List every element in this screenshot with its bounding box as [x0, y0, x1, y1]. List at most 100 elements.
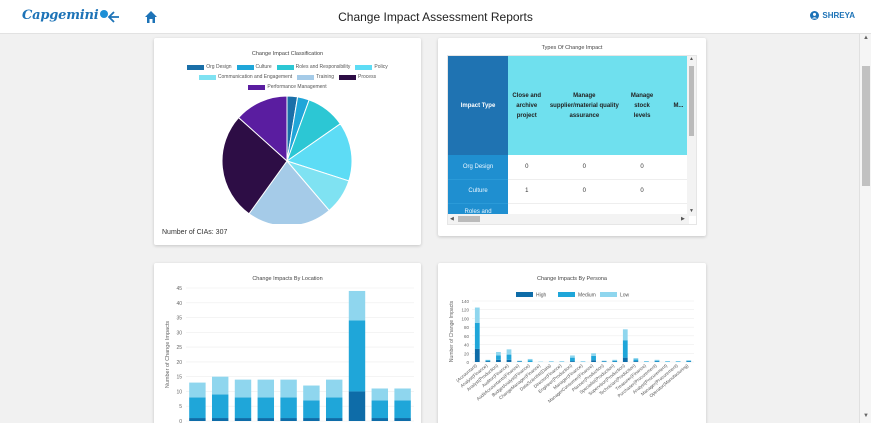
pie-legend-item[interactable]: Culture	[236, 64, 272, 70]
user-menu[interactable]: SHREYA	[810, 11, 855, 20]
pie-legend-item[interactable]: Roles and Responsibility	[276, 64, 351, 70]
bar-segment-medium[interactable]	[506, 354, 512, 360]
bar-segment-medium[interactable]	[591, 355, 596, 361]
pie-slice[interactable]	[285, 123, 353, 182]
bar-segment-high[interactable]	[371, 418, 389, 421]
bar-segment-high[interactable]	[394, 418, 411, 421]
bar-segment-medium[interactable]	[280, 397, 297, 419]
bar-segment-medium[interactable]	[570, 357, 575, 362]
page-scroll-thumb[interactable]	[862, 66, 870, 186]
table-vertical-scrollbar[interactable]: ▲ ▼	[687, 56, 696, 216]
pie-slice[interactable]	[248, 160, 330, 224]
bar-segment-high[interactable]	[485, 361, 491, 362]
pie-legend-item[interactable]: Org Design	[187, 64, 232, 70]
bar-segment-low[interactable]	[280, 379, 297, 398]
bar-segment-low[interactable]	[633, 358, 639, 360]
bar-segment-low[interactable]	[234, 379, 252, 398]
bar-segment-low[interactable]	[474, 307, 480, 323]
bar-segment-low[interactable]	[257, 379, 275, 398]
bar-segment-medium[interactable]	[189, 397, 206, 419]
legend-label: Culture	[255, 64, 272, 70]
table-horizontal-scroll-thumb[interactable]	[458, 216, 480, 222]
legend-label[interactable]: Low	[620, 293, 630, 299]
pie-legend-item[interactable]: Training	[297, 74, 334, 80]
bar-segment-medium[interactable]	[612, 360, 618, 362]
bar-segment-low[interactable]	[371, 388, 389, 401]
classification-pie-chart[interactable]	[154, 94, 421, 224]
bar-segment-low[interactable]	[211, 376, 229, 395]
scroll-right-icon[interactable]: ▶	[681, 216, 685, 222]
legend-label[interactable]: Medium	[578, 293, 596, 299]
bar-segment-medium[interactable]	[303, 400, 320, 419]
bar-segment-low[interactable]	[612, 359, 618, 361]
bar-segment-high[interactable]	[303, 418, 320, 421]
bar-segment-medium[interactable]	[485, 360, 491, 362]
legend-swatch	[198, 74, 216, 80]
scroll-up-icon[interactable]: ▲	[689, 56, 694, 62]
bar-segment-medium[interactable]	[257, 397, 275, 419]
bar-segment-high[interactable]	[280, 418, 297, 421]
bar-segment-low[interactable]	[591, 353, 596, 356]
bar-segment-low[interactable]	[394, 388, 411, 401]
pie-legend-item[interactable]: Policy	[355, 64, 388, 70]
persona-chart-title: Change Impacts By Persona	[536, 276, 607, 282]
bar-segment-low[interactable]	[570, 355, 575, 358]
bar-segment-medium[interactable]	[394, 400, 411, 419]
bar-segment-medium[interactable]	[474, 322, 480, 349]
bar-segment-low[interactable]	[303, 385, 320, 401]
bar-segment-high[interactable]	[622, 357, 628, 362]
bar-segment-low[interactable]	[325, 379, 343, 398]
bar-segment-high[interactable]	[474, 348, 480, 362]
bar-segment-medium[interactable]	[496, 355, 501, 360]
scroll-down-icon[interactable]: ▼	[689, 208, 694, 214]
pie-legend-item[interactable]: Process	[339, 74, 376, 80]
table-vertical-scroll-thumb[interactable]	[689, 66, 694, 136]
bar-segment-high[interactable]	[633, 361, 639, 362]
bar-segment-low[interactable]	[496, 351, 501, 356]
bar-segment-medium[interactable]	[325, 397, 343, 419]
bar-segment-high[interactable]	[570, 361, 575, 362]
page-title: Change Impact Assessment Reports	[338, 10, 533, 24]
bar-segment-high[interactable]	[496, 359, 501, 362]
bar-segment-medium[interactable]	[622, 340, 628, 358]
pie-legend-item[interactable]: Communication and Engagement	[198, 74, 292, 80]
persona-bar-chart[interactable]: High Medium Low 0 20 40 60 80 100 120 140 Number of…	[438, 263, 706, 423]
home-button[interactable]	[143, 9, 159, 25]
pie-slice[interactable]	[237, 95, 288, 163]
table-horizontal-scrollbar[interactable]: ◀ ▶	[448, 214, 689, 224]
legend-label[interactable]: High	[536, 293, 547, 299]
page-scrollbar[interactable]: ▲ ▼	[859, 34, 871, 423]
bar-segment-medium[interactable]	[527, 360, 533, 362]
bar-segment-medium[interactable]	[348, 320, 366, 392]
bar-segment-low[interactable]	[654, 359, 660, 361]
bar-segment-low[interactable]	[527, 358, 533, 361]
bar-segment-low[interactable]	[506, 349, 512, 355]
bar-segment-high[interactable]	[257, 418, 275, 421]
location-bar-chart[interactable]: 0 5 10 15 20 25 30 35 40 45 Number of Change Impac…	[154, 263, 421, 423]
bar-segment-medium[interactable]	[234, 397, 252, 419]
bar-segment-medium[interactable]	[211, 394, 229, 419]
bar-segment-medium[interactable]	[371, 400, 389, 419]
bar-segment-high[interactable]	[325, 418, 343, 421]
bar-segment-high[interactable]	[189, 418, 206, 421]
back-button[interactable]	[106, 9, 122, 25]
bar-segment-medium[interactable]	[633, 359, 639, 362]
page-scroll-down-icon[interactable]: ▼	[863, 413, 869, 419]
bar-segment-low[interactable]	[622, 329, 628, 341]
bar-segment-medium[interactable]	[654, 360, 660, 362]
bar-segment-medium[interactable]	[686, 360, 692, 362]
bar-segment-high[interactable]	[211, 418, 229, 421]
bar-segment-low[interactable]	[348, 290, 366, 321]
bar-segment-low[interactable]	[189, 382, 206, 398]
pie-legend-item[interactable]: Performance Management	[248, 84, 327, 90]
legend-label: Roles and Responsibility	[295, 64, 351, 70]
bar-segment-high[interactable]	[234, 418, 252, 421]
capgemini-logo[interactable]: Capgemini	[22, 8, 108, 23]
impact-types-table-container[interactable]: Impact Type Close and archive project Ma…	[447, 55, 697, 225]
bar-segment-high[interactable]	[506, 359, 512, 362]
pie-slice[interactable]	[221, 116, 288, 215]
page-scroll-up-icon[interactable]: ▲	[863, 35, 869, 41]
scroll-left-icon[interactable]: ◀	[450, 216, 454, 222]
bar-segment-high[interactable]	[348, 391, 366, 421]
bar-segment-high[interactable]	[591, 360, 596, 362]
